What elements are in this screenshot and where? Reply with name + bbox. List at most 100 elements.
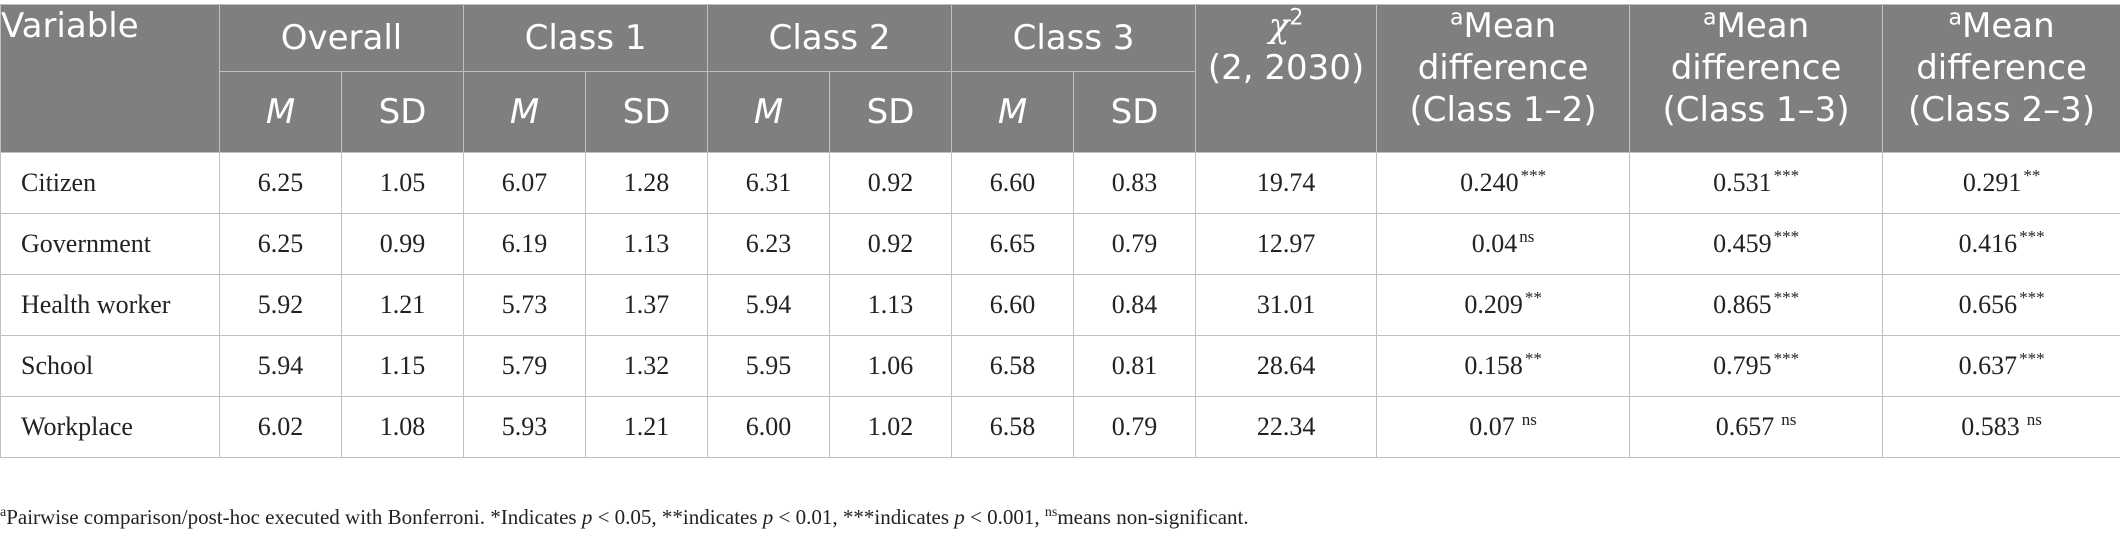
row-label: School [0, 335, 220, 397]
mean-difference-cell: 0.158 ** [1376, 335, 1631, 397]
table-cell: 6.58 [951, 335, 1075, 397]
table-cell: 0.81 [1073, 335, 1197, 397]
significance-marker: *** [2019, 288, 2045, 308]
significance-marker: *** [2019, 349, 2045, 369]
header-class-3: Class 3 [951, 4, 1197, 72]
table-cell: 1.32 [585, 335, 709, 397]
table-cell: 5.94 [219, 335, 342, 397]
table-row: Citizen 6.25 1.05 6.07 1.28 6.31 0.92 6.60 0.83 1… [0, 152, 2120, 214]
significance-marker: ns [1519, 227, 1535, 247]
significance-marker: ns [1521, 410, 1537, 430]
row-label: Government [0, 213, 220, 275]
table-cell: 31.01 [1195, 274, 1378, 336]
row-label: Workplace [0, 396, 220, 458]
row-label: Health worker [0, 274, 220, 336]
table-cell: 22.34 [1195, 396, 1378, 458]
table-row: School 5.94 1.15 5.79 1.32 5.95 1.06 6.58 0.81 28… [0, 335, 2120, 397]
header-class-1: Class 1 [463, 4, 709, 72]
header-overall: Overall [218, 4, 465, 72]
significance-marker: *** [1773, 288, 1800, 308]
table-cell: 28.64 [1195, 335, 1378, 397]
table-cell: 5.92 [219, 274, 342, 336]
table-cell: 5.94 [707, 274, 831, 336]
mean-difference-cell: 0.416 *** [1882, 213, 2120, 275]
table-cell: 5.93 [463, 396, 587, 458]
table-cell: 1.08 [340, 396, 465, 458]
header-m: M [219, 71, 342, 153]
significance-marker: *** [1773, 227, 1800, 247]
table-cell: 6.65 [951, 213, 1075, 275]
header-mean-diff-2-3: aMean difference (Class 2–3) [1882, 4, 2120, 153]
header-mean-diff-1-3: aMean difference (Class 1–3) [1629, 4, 1884, 153]
mean-difference-cell: 0.291 ** [1882, 152, 2120, 214]
header-m: M [707, 71, 831, 153]
table-cell: 0.92 [829, 213, 953, 275]
table-cell: 1.06 [829, 335, 953, 397]
table-cell: 1.13 [829, 274, 953, 336]
table-cell: 6.25 [219, 213, 342, 275]
row-label: Citizen [0, 152, 220, 214]
mean-difference-cell: 0.865 *** [1629, 274, 1884, 336]
table-row: Government 6.25 0.99 6.19 1.13 6.23 0.92 6.65 0.… [0, 213, 2120, 275]
significance-marker: ** [2023, 166, 2041, 186]
table-cell: 0.92 [829, 152, 953, 214]
significance-marker: ** [1524, 349, 1542, 369]
significance-marker: ns [2026, 410, 2042, 430]
significance-marker: *** [1773, 166, 1800, 186]
mean-difference-cell: 0.583 ns [1882, 396, 2120, 458]
mean-difference-cell: 0.637 *** [1882, 335, 2120, 397]
table-cell: 1.13 [585, 213, 709, 275]
table-cell: 6.00 [707, 396, 831, 458]
mean-difference-cell: 0.07 ns [1376, 396, 1631, 458]
table-cell: 0.79 [1073, 213, 1197, 275]
header-class-2: Class 2 [707, 4, 953, 72]
table-cell: 19.74 [1195, 152, 1378, 214]
significance-marker: ** [1524, 288, 1542, 308]
table-row: Health worker 5.92 1.21 5.73 1.37 5.94 1.13 6.6… [0, 274, 2120, 336]
header-sd: SD [585, 71, 709, 153]
table-cell: 6.25 [219, 152, 342, 214]
mean-difference-cell: 0.531 *** [1629, 152, 1884, 214]
table-cell: 1.28 [585, 152, 709, 214]
table-cell: 6.02 [219, 396, 342, 458]
mean-difference-cell: 0.656 *** [1882, 274, 2120, 336]
table-cell: 1.21 [585, 396, 709, 458]
mean-difference-cell: 0.459 *** [1629, 213, 1884, 275]
table-cell: 6.60 [951, 274, 1075, 336]
table-cell: 1.02 [829, 396, 953, 458]
footnote: aPairwise comparison/post-hoc executed w… [0, 505, 1249, 529]
table-cell: 0.79 [1073, 396, 1197, 458]
table-cell: 0.99 [340, 213, 465, 275]
mean-difference-cell: 0.04 ns [1376, 213, 1631, 275]
table-row: Workplace 6.02 1.08 5.93 1.21 6.00 1.02 6.58 0.7… [0, 396, 2120, 458]
table-cell: 6.23 [707, 213, 831, 275]
header-chi-square: χ2 (2, 2030) [1195, 4, 1378, 153]
table-body: Citizen 6.25 1.05 6.07 1.28 6.31 0.92 6.60 0.83 1… [0, 152, 2120, 458]
mean-difference-cell: 0.209 ** [1376, 274, 1631, 336]
table-cell: 6.31 [707, 152, 831, 214]
significance-marker: *** [1773, 349, 1800, 369]
header-m: M [463, 71, 587, 153]
table-cell: 5.73 [463, 274, 587, 336]
header-sd: SD [829, 71, 953, 153]
table-cell: 1.15 [340, 335, 465, 397]
significance-marker: ns [1781, 410, 1797, 430]
table-cell: 6.07 [463, 152, 587, 214]
table-cell: 6.19 [463, 213, 587, 275]
table-cell: 0.84 [1073, 274, 1197, 336]
table-cell: 1.21 [340, 274, 465, 336]
table-cell: 12.97 [1195, 213, 1378, 275]
table-cell: 6.60 [951, 152, 1075, 214]
header-mean-diff-1-2: aMean difference (Class 1–2) [1376, 4, 1631, 153]
header-m: M [951, 71, 1075, 153]
significance-marker: *** [2019, 227, 2045, 247]
significance-marker: *** [1520, 166, 1547, 186]
table-cell: 6.58 [951, 396, 1075, 458]
table-cell: 1.37 [585, 274, 709, 336]
table-cell: 0.83 [1073, 152, 1197, 214]
mean-difference-cell: 0.657 ns [1629, 396, 1884, 458]
header-variable: Variable [0, 4, 220, 153]
table-cell: 1.05 [340, 152, 465, 214]
mean-difference-cell: 0.795 *** [1629, 335, 1884, 397]
results-table: Variable Overall Class 1 Class 2 Class 3… [0, 4, 2120, 458]
